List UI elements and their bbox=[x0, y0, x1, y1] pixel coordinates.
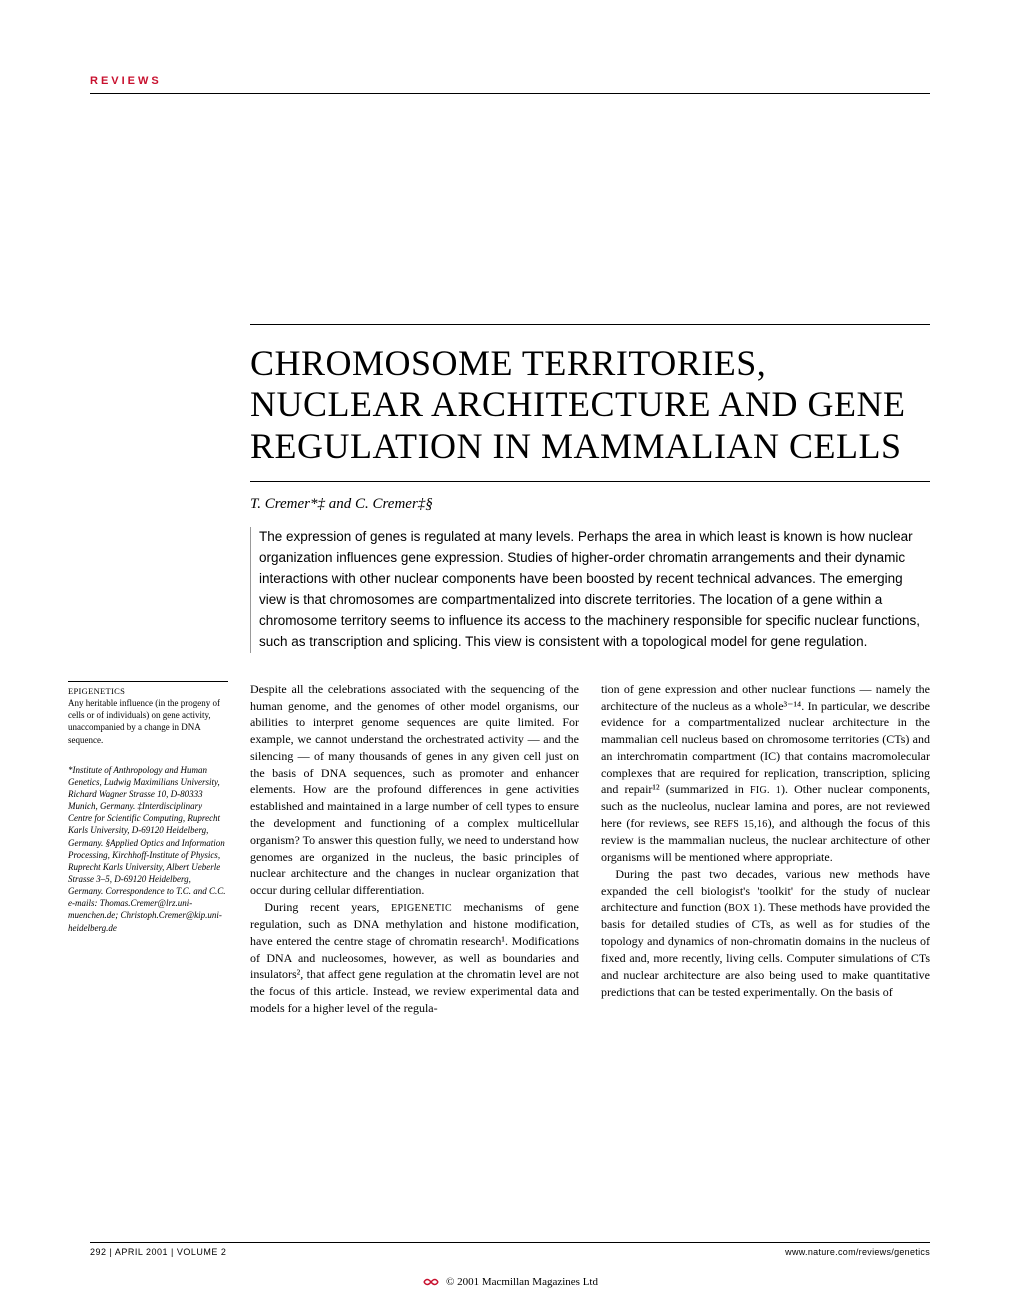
copyright-text: © 2001 Macmillan Magazines Ltd bbox=[446, 1276, 598, 1288]
article-title: CHROMOSOME TERRITORIES, NUCLEAR ARCHITEC… bbox=[250, 343, 930, 467]
section-label: REVIEWS bbox=[90, 75, 930, 93]
footer-page-info: 292 | APRIL 2001 | VOLUME 2 bbox=[90, 1247, 226, 1257]
text-run: mechanisms of gene regulation, such as D… bbox=[250, 900, 579, 1015]
glossary-definition: Any heritable influence (in the progeny … bbox=[68, 697, 228, 746]
abstract: The expression of genes is regulated at … bbox=[250, 527, 930, 653]
body-columns: Despite all the celebrations associated … bbox=[250, 681, 930, 1017]
top-horizontal-rule bbox=[90, 93, 930, 94]
title-rule-bottom bbox=[250, 481, 930, 482]
glossary-box: EPIGENETICS Any heritable influence (in … bbox=[68, 681, 228, 746]
body-paragraph: During recent years, EPIGENETIC mechanis… bbox=[250, 899, 579, 1017]
text-run: tion of gene expression and other nuclea… bbox=[601, 682, 930, 797]
refs-ref: REFS 15,16 bbox=[714, 819, 768, 830]
footer-url: www.nature.com/reviews/genetics bbox=[785, 1247, 930, 1257]
small-caps-term: EPIGENETIC bbox=[391, 903, 452, 914]
figure-ref: FIG. 1 bbox=[750, 785, 781, 796]
authors: T. Cremer*‡ and C. Cremer‡§ bbox=[250, 496, 930, 513]
publisher-logo-icon bbox=[422, 1275, 440, 1289]
main-layout: EPIGENETICS Any heritable influence (in … bbox=[250, 681, 930, 1017]
affiliations: *Institute of Anthropology and Human Gen… bbox=[68, 764, 228, 934]
body-paragraph: tion of gene expression and other nuclea… bbox=[601, 681, 930, 866]
header-section: REVIEWS bbox=[90, 75, 930, 94]
box-ref: BOX 1 bbox=[728, 903, 758, 914]
body-column-left: Despite all the celebrations associated … bbox=[250, 681, 579, 1017]
sidebar: EPIGENETICS Any heritable influence (in … bbox=[68, 681, 228, 1017]
page-container: REVIEWS CHROMOSOME TERRITORIES, NUCLEAR … bbox=[0, 0, 1020, 1057]
title-rule-top bbox=[250, 324, 930, 343]
text-run: ). These methods have provided the basis… bbox=[601, 900, 930, 998]
body-paragraph: During the past two decades, various new… bbox=[601, 866, 930, 1001]
copyright-bar: © 2001 Macmillan Magazines Ltd bbox=[0, 1275, 1020, 1289]
content-area: CHROMOSOME TERRITORIES, NUCLEAR ARCHITEC… bbox=[250, 324, 930, 1017]
body-paragraph: Despite all the celebrations associated … bbox=[250, 681, 579, 899]
page-footer: 292 | APRIL 2001 | VOLUME 2 www.nature.c… bbox=[90, 1242, 930, 1257]
glossary-term: EPIGENETICS bbox=[68, 686, 228, 697]
body-column-right: tion of gene expression and other nuclea… bbox=[601, 681, 930, 1017]
text-run: During recent years, bbox=[264, 900, 391, 914]
